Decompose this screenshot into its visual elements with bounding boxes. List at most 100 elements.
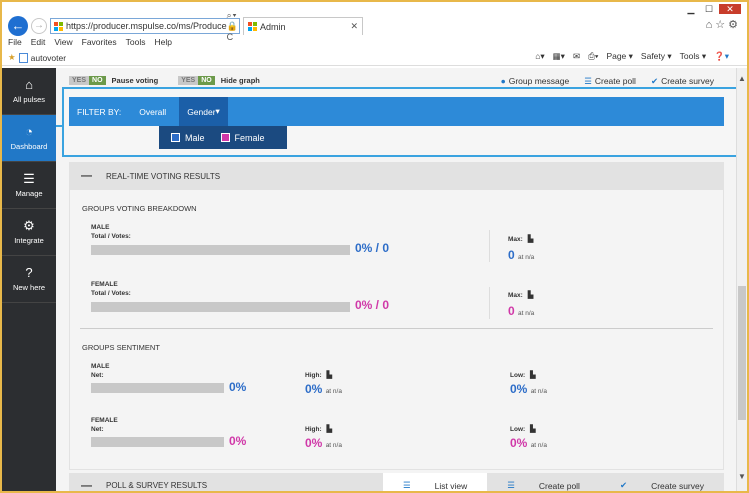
tab-close-icon[interactable]: ✕: [350, 21, 358, 31]
tools-menu[interactable]: Tools ▾: [679, 51, 707, 61]
at-na: at n/a: [325, 442, 342, 449]
sidebar-item-integrate[interactable]: ⚙ Integrate: [2, 209, 56, 256]
back-button[interactable]: ←: [8, 16, 28, 36]
menu-file[interactable]: File: [8, 37, 22, 47]
max-label: Max: ▙: [508, 291, 533, 299]
at-na: at n/a: [518, 254, 535, 261]
low-text: Low:: [510, 426, 526, 433]
top-actions: ● Group message ☰ Create poll ✔ Create surv…: [501, 76, 714, 87]
sidebar-item-dashboard[interactable]: ◔ Dashboard: [2, 115, 56, 162]
help-icon[interactable]: ❓▾: [714, 51, 729, 61]
page-icon: [18, 52, 28, 63]
create-poll-label: Create poll: [594, 76, 636, 86]
window-controls: ▁ ☐ ✕: [683, 4, 741, 14]
max-text: Max:: [508, 236, 523, 243]
favorite-autovoter[interactable]: autovoter: [30, 52, 67, 63]
scroll-down-icon[interactable]: ▼: [738, 472, 746, 481]
at-na: at n/a: [530, 442, 547, 449]
poll-create-survey-button[interactable]: ✔ Create survey: [600, 473, 724, 491]
list-icon: ☰: [584, 76, 592, 86]
poll-create-poll-button[interactable]: ☰ Create poll: [487, 473, 600, 491]
high-number: 0%: [305, 382, 323, 396]
max-text: Max:: [508, 292, 523, 299]
divider: [489, 287, 490, 319]
female-votes-value: 0% / 0: [355, 298, 390, 312]
chart-icon: ▙: [530, 372, 536, 379]
scroll-thumb[interactable]: [738, 286, 746, 420]
menu-tools[interactable]: Tools: [125, 37, 146, 47]
chart-icon: ▙: [527, 292, 534, 299]
female-votes-bar: [91, 302, 350, 312]
menu-favorites[interactable]: Favorites: [81, 37, 117, 47]
main-area: YES NO Pause voting YES NO Hide graph ● Gro…: [56, 68, 736, 492]
mail-icon[interactable]: ✉: [572, 51, 581, 61]
low-label: Low: ▙: [510, 425, 536, 433]
sidebar-item-new-here[interactable]: ? New here: [2, 256, 56, 303]
top-controls: YES NO Pause voting YES NO Hide graph: [69, 76, 260, 85]
home-cmd-icon[interactable]: ⌂▾: [535, 51, 545, 61]
maximize-icon[interactable]: ☐: [704, 4, 714, 14]
url-text: https://producer.mspulse.co/ms/Produce: [66, 21, 227, 31]
male-option[interactable]: Male: [171, 132, 205, 143]
male-label: MALE: [91, 363, 110, 370]
browser-right-icons: ⌂☆⚙: [706, 18, 741, 31]
favorites-star-icon[interactable]: ★: [8, 52, 16, 62]
pause-voting-toggle[interactable]: YES NO: [69, 76, 106, 85]
settings-gear-icon[interactable]: ⚙: [728, 19, 741, 31]
female-net-bar: [91, 437, 224, 447]
filter-overall[interactable]: Overall: [139, 106, 167, 117]
print-icon[interactable]: ⎙▾: [588, 51, 599, 61]
poll-panel-header[interactable]: — POLL & SURVEY RESULTS ☰ List view ☰ Crea…: [69, 473, 724, 492]
scroll-up-icon[interactable]: ▲: [738, 74, 746, 83]
tab-logo-icon: [248, 22, 257, 31]
browser-tab[interactable]: Admin ✕: [243, 17, 363, 35]
male-low-value: 0% at n/a: [510, 382, 547, 396]
group-message-label: Group message: [508, 76, 570, 86]
forward-button[interactable]: →: [31, 18, 47, 34]
toggle-yes: YES: [69, 76, 90, 85]
filter-gender[interactable]: Gender ▾: [179, 97, 228, 126]
max-number: 0: [508, 248, 515, 262]
sliders-icon: ☰: [23, 171, 35, 186]
collapse-icon[interactable]: —: [81, 170, 92, 182]
high-label: High: ▙: [305, 371, 332, 379]
sidebar-item-manage[interactable]: ☰ Manage: [2, 162, 56, 209]
filter-gender-label: Gender: [187, 106, 216, 117]
sidebar-item-label: New here: [12, 283, 46, 292]
create-survey-label: Create survey: [651, 480, 704, 491]
toggle-no: NO: [198, 76, 215, 85]
menu-bar: File Edit View Favorites Tools Help: [2, 37, 747, 49]
site-logo-icon: [54, 21, 63, 31]
low-text: Low:: [510, 372, 526, 379]
feeds-icon[interactable]: ▦▾: [552, 51, 565, 61]
create-survey-button[interactable]: ✔ Create survey: [651, 76, 714, 87]
close-icon[interactable]: ✕: [719, 4, 741, 14]
male-checkbox[interactable]: [171, 132, 180, 142]
hide-graph-toggle[interactable]: YES NO: [178, 76, 215, 85]
safety-menu[interactable]: Safety ▾: [640, 51, 672, 61]
female-net-value: 0%: [229, 434, 247, 448]
address-icons[interactable]: ⌕▾🔒C: [226, 10, 239, 42]
create-poll-button[interactable]: ☰ Create poll: [584, 76, 636, 87]
menu-edit[interactable]: Edit: [30, 37, 46, 47]
collapse-icon[interactable]: —: [81, 479, 92, 492]
page-scrollbar[interactable]: ▲ ▼: [736, 68, 747, 491]
realtime-panel-header[interactable]: — REAL-TIME VOTING RESULTS: [69, 162, 724, 190]
group-message-button[interactable]: ● Group message: [501, 76, 570, 87]
list-view-button[interactable]: ☰ List view: [383, 473, 488, 491]
female-label: FEMALE: [91, 417, 118, 424]
tab-title: Admin: [260, 21, 286, 32]
browser-titlebar: ▁ ☐ ✕ ← → https://producer.mspulse.co/ms…: [2, 2, 747, 46]
address-bar[interactable]: https://producer.mspulse.co/ms/Produce ⌕…: [50, 10, 240, 42]
home-browser-icon[interactable]: ⌂: [705, 19, 716, 31]
menu-view[interactable]: View: [54, 37, 73, 47]
favorites-star-icon[interactable]: ☆: [715, 19, 729, 31]
menu-help[interactable]: Help: [154, 37, 172, 47]
sidebar-item-all-pulses[interactable]: ⌂ All pulses: [2, 68, 56, 115]
page-menu[interactable]: Page ▾: [606, 51, 633, 61]
home-icon: ⌂: [25, 77, 33, 92]
minimize-icon[interactable]: ▁: [687, 4, 695, 14]
divider: [489, 230, 490, 262]
female-option[interactable]: Female: [220, 132, 265, 143]
female-checkbox[interactable]: [220, 132, 230, 142]
